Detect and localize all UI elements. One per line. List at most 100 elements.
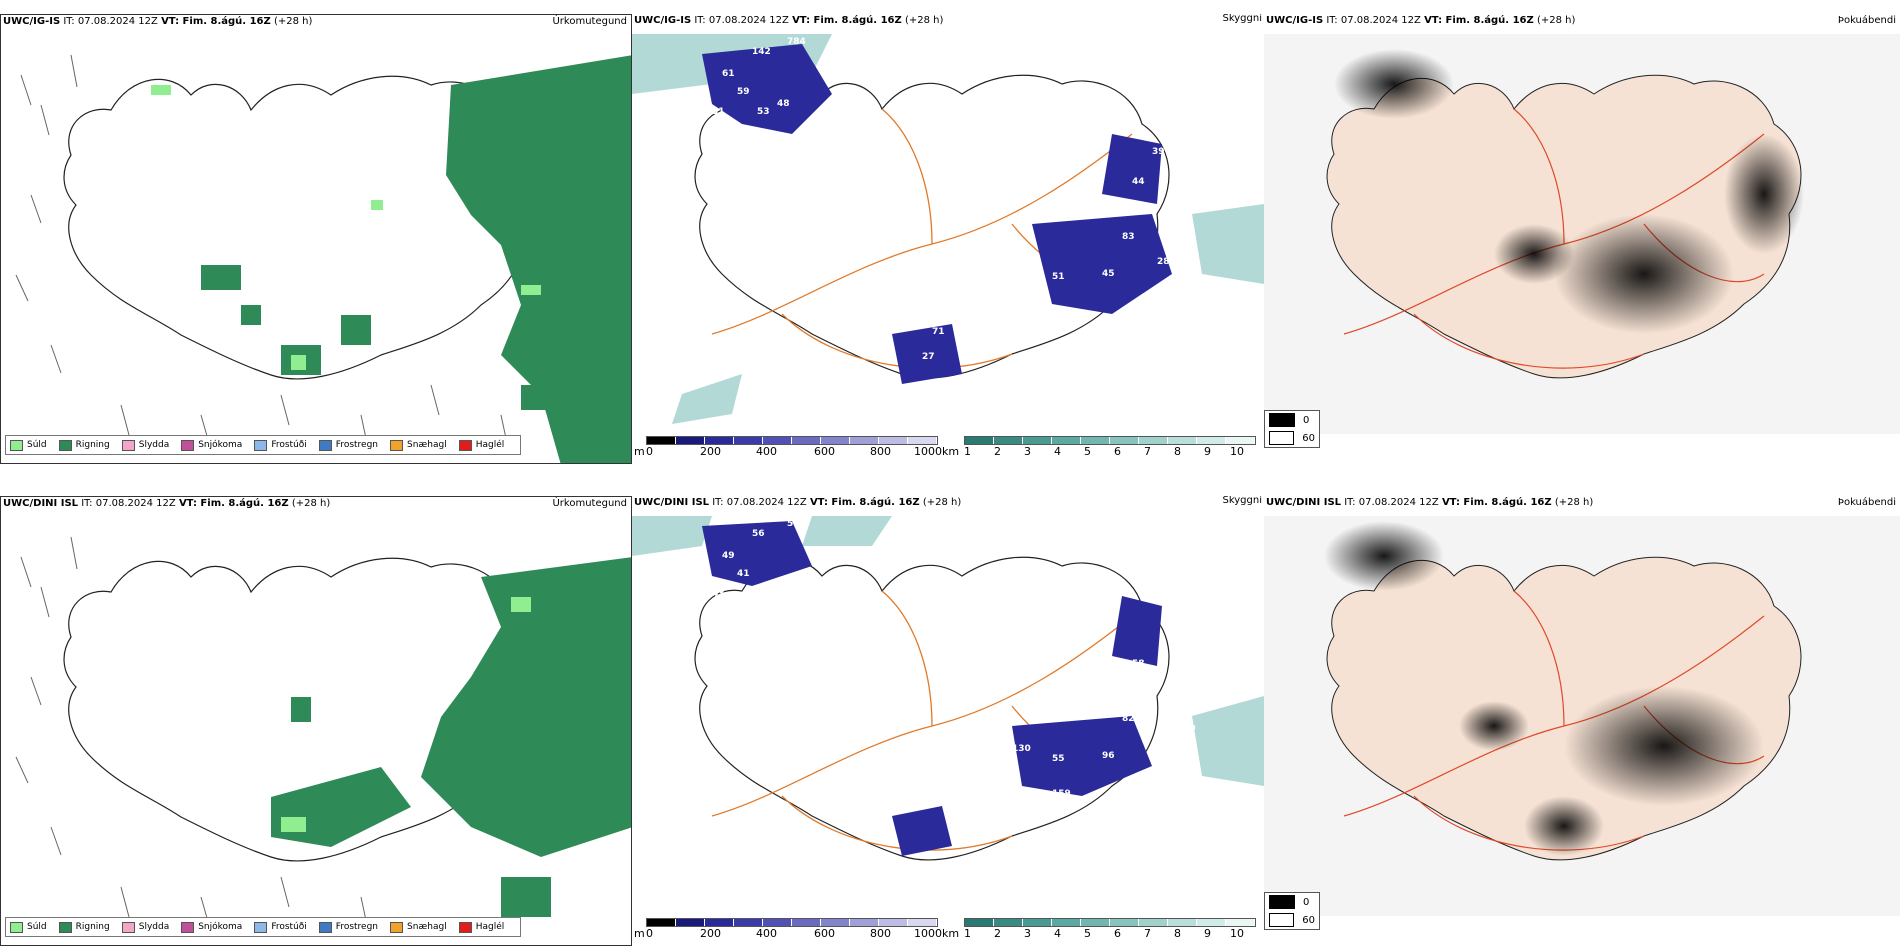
colorbar-tick: 200	[700, 445, 721, 458]
colorbar-tick: 1	[964, 927, 971, 940]
cloud-base-label: 18	[777, 581, 790, 591]
precip-header-bottom: UWC/DINI ISL IT: 07.08.2024 12Z VT: Fim.…	[1, 497, 631, 511]
cloud-areas-bottom	[702, 521, 1162, 856]
model-name: UWC/IG-IS	[634, 15, 692, 26]
cloud-base-label: 784	[787, 37, 806, 47]
precip-panel-bottom: UWC/DINI ISL IT: 07.08.2024 12Z VT: Fim.…	[0, 496, 632, 946]
colorbar-tick: 7	[1144, 445, 1151, 458]
cloud-base-label: 61	[722, 69, 735, 79]
cloud-base-colorbar-bottom: m 0 200 400 600 800 1000	[634, 918, 944, 942]
cloud-base-label: 71	[932, 327, 945, 337]
cloud-base-label: 31	[1172, 187, 1185, 197]
cloud-base-label: 286	[1157, 257, 1176, 267]
colorbar-tick: 7	[1144, 927, 1151, 940]
cloud-base-label: 45	[1102, 269, 1115, 279]
precip-map-top	[15, 54, 631, 463]
cloud-base-label: 71	[832, 337, 845, 347]
cloud-base-label: 44	[1132, 177, 1145, 187]
fog-header-top: UWC/IG-IS IT: 07.08.2024 12Z VT: Fim. 8.…	[1264, 14, 1900, 28]
cloud-base-label: 142	[752, 47, 771, 57]
init-time: IT: 07.08.2024 12Z	[81, 498, 176, 509]
legend-item: Haglél	[458, 439, 504, 451]
cloud-base-label: 51	[1052, 272, 1065, 282]
legend-item: Frostregn	[318, 439, 378, 451]
init-time: IT: 07.08.2024 12Z	[63, 16, 158, 27]
valid-time: VT: Fim. 8.ágú. 16Z	[1441, 497, 1552, 508]
colorbar-tick: 800	[870, 445, 891, 458]
lead-time: (+28 h)	[273, 16, 313, 27]
cloud-base-label: 49	[722, 551, 735, 561]
fog-panel-top: UWC/IG-IS IT: 07.08.2024 12Z VT: Fim. 8.…	[1264, 14, 1900, 464]
model-name: UWC/DINI ISL	[634, 497, 710, 508]
cloud-base-label: 51	[757, 589, 770, 599]
cloud-base-label: 159	[1052, 789, 1071, 799]
fog-legend-top: 0 60	[1264, 410, 1320, 448]
colorbar-tick: 10	[1230, 927, 1244, 940]
precip-map-bottom	[15, 536, 631, 926]
precip-legend-top: Súld Rigning Slydda Snjókoma Frostúði Fr…	[5, 435, 522, 455]
cloud-base-label: 48	[1102, 112, 1115, 122]
cloud-base-label: 130	[1012, 744, 1031, 754]
precip-header-top: UWC/IG-IS IT: 07.08.2024 12Z VT: Fim. 8.…	[1, 15, 631, 29]
cloud-base-label: 83	[1122, 232, 1135, 242]
cloud-base-label: 13	[1062, 337, 1075, 347]
colorbar-unit: km	[942, 445, 960, 458]
cloud-base-label: 176	[1157, 739, 1176, 749]
legend-item: Snæhagl	[390, 921, 447, 933]
cloud-base-label: 146	[1052, 307, 1071, 317]
legend-item: Haglél	[458, 921, 504, 933]
cloud-base-label: 69	[992, 292, 1005, 302]
colorbar-tick: 1000	[914, 445, 942, 458]
cloud-header-bottom: UWC/DINI ISL IT: 07.08.2024 12Z VT: Fim.…	[632, 496, 1264, 510]
rain-areas-top	[201, 55, 631, 463]
legend-item: Frostúði	[254, 439, 307, 451]
cloud-base-label: 44	[937, 379, 950, 389]
legend-item: Súld	[10, 921, 47, 933]
init-time: IT: 07.08.2024 12Z	[712, 497, 807, 508]
colorbar-unit: km	[942, 927, 960, 940]
legend-item: Rigning	[58, 921, 110, 933]
colorbar-tick: 200	[700, 927, 721, 940]
cloud-panel-top: 142 784 61 59 51 53 48 48 44 134 83 173 45 286 122 76 51…	[632, 14, 1264, 464]
cloud-base-label: 55	[1052, 754, 1065, 764]
cloud-base-label: 27	[922, 352, 935, 362]
colorbar-tick: 3	[1024, 927, 1031, 940]
colorbar-tick: 8	[1174, 927, 1181, 940]
valid-time: VT: Fim. 8.ágú. 16Z	[178, 498, 289, 509]
cloud-base-label: 76	[1012, 262, 1025, 272]
map-title: Skyggni	[1222, 496, 1262, 506]
colorbar-tick: 8	[1174, 445, 1181, 458]
valid-time: VT: Fim. 8.ágú. 16Z	[161, 16, 271, 27]
cloud-base-colorbar-top: m 0 200 400 600 800 1000	[634, 436, 944, 460]
colorbar-tick: 6	[1114, 927, 1121, 940]
model-name: UWC/DINI ISL	[3, 498, 79, 509]
fog-map-top	[1264, 34, 1900, 434]
colorbar-tick: 9	[1204, 445, 1211, 458]
colorbar-tick: 0	[646, 927, 653, 940]
visibility-colorbar-bottom: km 1 2 3 4 5 6 7 8 9 10	[942, 918, 1260, 942]
map-title: Þokuábendi	[1837, 497, 1896, 508]
cloud-base-label: 122	[1137, 297, 1156, 307]
legend-item: Slydda	[121, 439, 169, 451]
legend-item: Rigning	[58, 439, 110, 451]
colorbar-tick: 6	[1114, 445, 1121, 458]
cloud-base-label: 82	[1122, 714, 1135, 724]
roads-top	[711, 108, 1133, 369]
fog-panel-bottom: UWC/DINI ISL IT: 07.08.2024 12Z VT: Fim.…	[1264, 496, 1900, 946]
colorbar-tick: 1000	[914, 927, 942, 940]
cloud-base-label: 56	[787, 519, 800, 529]
cloud-base-label: 58	[1132, 659, 1145, 669]
init-time: IT: 07.08.2024 12Z	[694, 15, 789, 26]
cloud-base-label: 41	[737, 569, 750, 579]
colorbar-tick: 600	[814, 445, 835, 458]
roads-fog-bottom	[1343, 590, 1765, 851]
cloud-base-label: 137	[992, 774, 1011, 784]
lead-time: (+28 h)	[1536, 15, 1576, 26]
colorbar-tick: 10	[1230, 445, 1244, 458]
colorbar-unit: m	[634, 445, 645, 458]
wind-barbs	[15, 536, 368, 926]
model-name: UWC/DINI ISL	[1266, 497, 1342, 508]
